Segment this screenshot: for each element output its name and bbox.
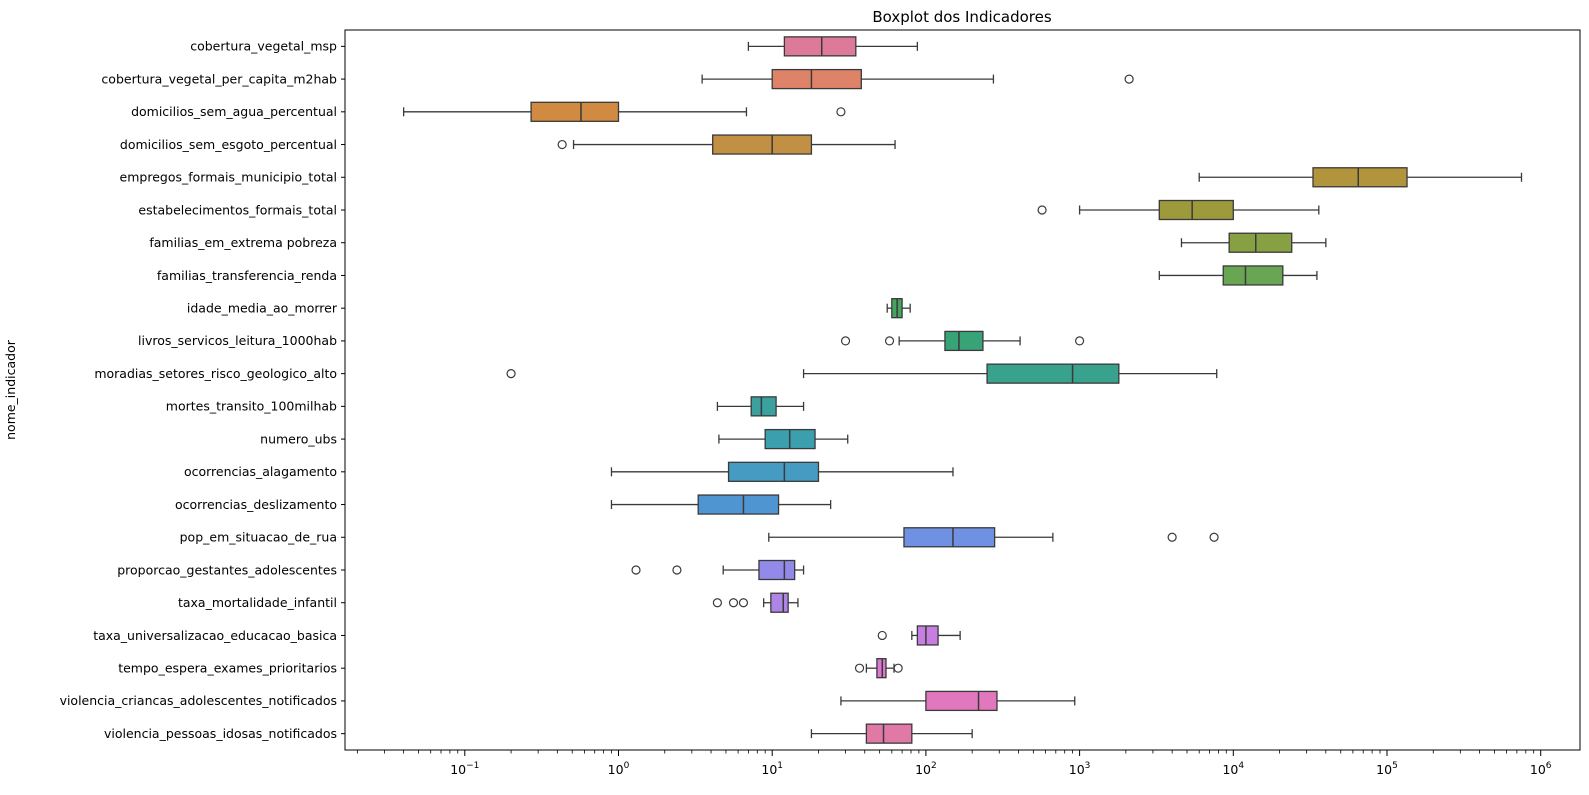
box-rect [876, 658, 887, 679]
box-rect [1158, 199, 1234, 221]
boxplot-row: empregos_formais_municipio_total [120, 167, 1523, 188]
outlier-point [672, 565, 682, 575]
box-rect [925, 690, 998, 712]
outlier-point [738, 598, 749, 608]
category-label: mortes_transito_100milhab [166, 399, 337, 414]
outlier-point [854, 663, 865, 673]
box-rect [1312, 167, 1408, 188]
x-tick-exponent: −1 [466, 761, 479, 771]
category-label: violencia_pessoas_idosas_notificados [104, 726, 337, 741]
box-rect [865, 723, 913, 744]
boxplot-row: taxa_universalizacao_educacao_basica [93, 625, 961, 646]
boxplot-row: estabelecimentos_formais_total [138, 199, 1320, 221]
box-rect [944, 330, 984, 352]
outlier-point [1124, 74, 1134, 84]
category-label: ocorrencias_deslizamento [175, 497, 337, 512]
category-label: taxa_mortalidade_infantil [178, 595, 337, 610]
category-label: moradias_setores_risco_geologico_alto [94, 366, 337, 381]
outlier-point [1209, 532, 1219, 542]
y-axis-label: nome_indicador [3, 339, 18, 440]
plot-border [344, 29, 1581, 751]
x-tick-exponent: 2 [931, 761, 937, 771]
box-rect [770, 592, 789, 613]
outlier-point [836, 107, 846, 117]
x-tick-exponent: 0 [624, 761, 630, 771]
category-label: violencia_criancas_adolescentes_notifica… [60, 693, 337, 708]
box-rect [903, 527, 996, 548]
outlier-point [712, 598, 722, 608]
boxplot-row: taxa_mortalidade_infantil [178, 592, 799, 613]
x-tick-exponent: 4 [1238, 761, 1244, 771]
x-tick-exponent: 1 [777, 761, 783, 771]
boxplot-row: cobertura_vegetal_per_capita_m2hab [101, 68, 1134, 90]
category-label: familias_em_extrema pobreza [149, 235, 337, 250]
boxplot-row: familias_em_extrema pobreza [149, 232, 1327, 253]
boxplot-row: violencia_criancas_adolescentes_notifica… [60, 690, 1076, 712]
outlier-point [728, 598, 739, 608]
category-label: familias_transferencia_renda [157, 268, 337, 283]
outlier-point [1167, 532, 1177, 542]
boxplot-row: ocorrencias_deslizamento [175, 494, 832, 515]
boxplot-row: livros_servicos_leitura_1000hab [138, 330, 1085, 352]
box-rect [750, 396, 777, 417]
box-rect [783, 36, 857, 57]
boxplot-row: violencia_pessoas_idosas_notificados [104, 723, 973, 744]
box-rect [986, 363, 1120, 384]
box-rect [1228, 232, 1293, 253]
category-label: cobertura_vegetal_msp [190, 39, 337, 54]
x-tick-exponent: 3 [1085, 761, 1091, 771]
box-rect [1222, 265, 1284, 286]
box-rect [530, 101, 620, 122]
boxplot-row: moradias_setores_risco_geologico_alto [94, 363, 1218, 384]
category-label: proporcao_gestantes_adolescentes [117, 562, 337, 577]
box-rect [758, 559, 796, 581]
outlier-point [884, 336, 895, 346]
boxplot-row: numero_ubs [260, 428, 849, 450]
category-label: numero_ubs [260, 431, 337, 446]
boxplot-row: proporcao_gestantes_adolescentes [117, 559, 805, 581]
boxplot-row: ocorrencias_alagamento [184, 461, 954, 482]
box-rect [697, 494, 780, 515]
boxplot-row: idade_media_ao_morrer [187, 298, 911, 319]
category-label: empregos_formais_municipio_total [120, 170, 337, 185]
boxplot-row: domicilios_sem_agua_percentual [131, 101, 846, 122]
box-rect [712, 134, 813, 155]
outlier-point [506, 369, 516, 379]
outlier-point [1074, 336, 1085, 346]
category-label: tempo_espera_exames_prioritarios [118, 660, 337, 675]
outlier-point [840, 336, 851, 346]
outlier-point [1037, 205, 1047, 215]
outlier-point [557, 139, 567, 150]
outlier-point [877, 630, 887, 641]
boxplot-row: domicilios_sem_esgoto_percentual [120, 134, 896, 155]
category-label: cobertura_vegetal_per_capita_m2hab [101, 71, 337, 86]
category-label: ocorrencias_alagamento [184, 464, 337, 479]
category-label: estabelecimentos_formais_total [138, 202, 337, 217]
boxplot-row: tempo_espera_exames_prioritarios [118, 658, 903, 679]
category-label: taxa_universalizacao_educacao_basica [93, 628, 337, 643]
chart-title: Boxplot dos Indicadores [872, 8, 1052, 26]
outlier-point [631, 565, 641, 575]
boxplot-row: mortes_transito_100milhab [166, 396, 805, 417]
x-tick-exponent: 6 [1546, 761, 1552, 771]
outlier-point [893, 663, 903, 673]
box-rect [727, 461, 820, 482]
category-label: idade_media_ao_morrer [187, 300, 338, 315]
category-label: pop_em_situacao_de_rua [180, 530, 337, 545]
boxplot-row: cobertura_vegetal_msp [190, 36, 919, 57]
category-label: livros_servicos_leitura_1000hab [138, 333, 337, 348]
category-label: domicilios_sem_agua_percentual [131, 104, 337, 119]
box-rect [916, 625, 939, 646]
box-rect [771, 68, 862, 90]
axes-area: 10−1 100 101 102 103 104 105 106cobertura_veget… [60, 29, 1581, 777]
boxplot-row: familias_transferencia_renda [157, 265, 1318, 286]
boxplot-row: pop_em_situacao_de_rua [180, 527, 1219, 548]
x-tick-exponent: 5 [1392, 761, 1398, 771]
category-label: domicilios_sem_esgoto_percentual [120, 137, 337, 152]
